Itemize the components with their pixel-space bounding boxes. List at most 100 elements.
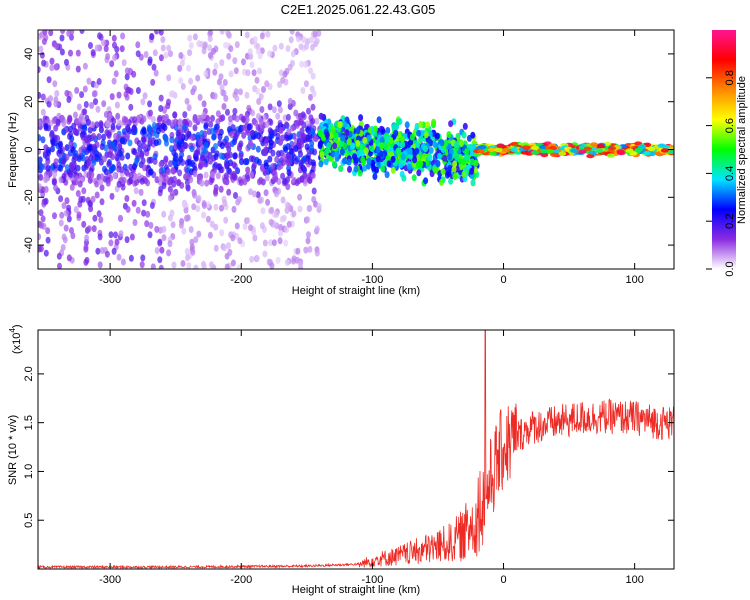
spectrogram-cell bbox=[411, 174, 417, 182]
spectrogram-cell bbox=[66, 30, 72, 37]
spectrogram-cell bbox=[245, 69, 251, 77]
spectrogram-cell bbox=[112, 172, 118, 180]
spectrogram-cell bbox=[201, 262, 207, 269]
spectrogram-cell bbox=[52, 80, 58, 88]
spectrogram-cell bbox=[77, 180, 83, 188]
spectrogram-cell bbox=[303, 60, 309, 68]
spectrogram-cell bbox=[94, 191, 100, 199]
spectrogram-cell bbox=[160, 44, 166, 52]
spectrogram-cell bbox=[57, 140, 63, 148]
spectrogram-cell bbox=[82, 125, 88, 133]
spectrogram-cell bbox=[42, 30, 48, 36]
spectrogram-cell bbox=[289, 124, 295, 132]
spectrogram-cell bbox=[431, 118, 437, 126]
spectrogram-cell bbox=[269, 262, 275, 269]
spectrogram-cell bbox=[558, 151, 567, 156]
spectrogram-cell bbox=[588, 150, 597, 155]
spectrogram-cell bbox=[138, 188, 144, 196]
spectrogram-cell bbox=[274, 210, 280, 218]
spectrogram-cell bbox=[60, 30, 66, 34]
spectrogram-cell bbox=[447, 153, 453, 161]
spectrogram-cell bbox=[374, 139, 380, 147]
spectrogram-cell bbox=[249, 255, 255, 263]
spectrogram-cell bbox=[81, 187, 87, 195]
spectrogram-cell bbox=[286, 220, 292, 228]
spectrogram-cell bbox=[192, 33, 198, 41]
spectrogram-cell bbox=[307, 204, 313, 212]
spectrogram-cell bbox=[375, 155, 381, 163]
spectrogram-cell bbox=[121, 59, 127, 67]
spectrogram-cell bbox=[61, 233, 67, 241]
spectrogram-cell bbox=[319, 151, 325, 159]
spectrogram-cell bbox=[267, 50, 273, 58]
spectrogram-cell bbox=[108, 231, 114, 239]
spectrogram-cell bbox=[219, 142, 225, 150]
spectrogram-cell bbox=[311, 187, 317, 195]
spectrogram-cell bbox=[46, 100, 52, 108]
spectrogram-cell bbox=[197, 163, 203, 170]
spectrogram-cell bbox=[166, 44, 172, 52]
spectrogram-cell bbox=[305, 120, 310, 128]
spectrogram-cell bbox=[301, 132, 307, 140]
spectrogram-cell bbox=[183, 118, 188, 126]
spectrogram-cell bbox=[256, 98, 262, 105]
spectrogram-cell bbox=[186, 104, 192, 112]
spectrogram-cell bbox=[262, 239, 268, 247]
spectrogram-cell bbox=[233, 132, 239, 140]
spectrogram-cell bbox=[48, 30, 54, 37]
spectrogram-cell bbox=[393, 129, 399, 137]
spectrogram-cell bbox=[300, 87, 306, 94]
spectrogram-cell bbox=[219, 30, 225, 35]
spectrogram-cell bbox=[49, 131, 55, 139]
spectrogram-cell bbox=[170, 90, 176, 98]
spectrogram-cell bbox=[461, 170, 467, 178]
spectrogram-cell bbox=[308, 93, 313, 101]
spectrogram-cell bbox=[49, 57, 55, 65]
spectrogram-cell bbox=[141, 136, 147, 144]
spectrogram-cell bbox=[54, 42, 60, 50]
spectrogram-cell bbox=[96, 133, 102, 141]
spectrogram-cell bbox=[218, 185, 224, 193]
spectrogram-cell bbox=[277, 237, 283, 245]
spectrogram-y-tick-label: 20 bbox=[23, 96, 35, 108]
spectrogram-cell bbox=[178, 77, 184, 85]
spectrogram-cell bbox=[213, 187, 219, 195]
spectrogram-cell bbox=[197, 93, 203, 101]
spectrogram-cell bbox=[186, 64, 191, 72]
spectrogram-cell bbox=[171, 261, 177, 269]
spectrogram-cell bbox=[469, 158, 475, 166]
spectrogram-cell bbox=[240, 115, 246, 123]
spectrogram-cell bbox=[420, 129, 425, 137]
spectrogram-cell bbox=[182, 201, 187, 209]
spectrogram-cell bbox=[421, 152, 427, 160]
spectrogram-cell bbox=[114, 149, 120, 156]
spectrogram-cell bbox=[109, 192, 115, 200]
spectrogram-cell bbox=[244, 91, 250, 99]
colorbar-tick-label: 0.4 bbox=[724, 166, 736, 181]
spectrogram-cell bbox=[386, 160, 392, 168]
spectrogram-cell bbox=[467, 143, 473, 151]
spectrogram-cell bbox=[264, 80, 270, 88]
spectrogram-cell bbox=[440, 168, 446, 176]
spectrogram-cell bbox=[356, 149, 362, 157]
spectrogram-cell bbox=[61, 202, 67, 210]
spectrogram-cell bbox=[418, 121, 424, 128]
spectrogram-cell bbox=[141, 127, 147, 135]
spectrogram-cell bbox=[215, 172, 221, 180]
spectrogram-cell bbox=[131, 70, 137, 78]
spectrogram-cell bbox=[176, 141, 182, 149]
spectrogram-cell bbox=[157, 114, 163, 122]
spectrogram-cell bbox=[53, 158, 59, 166]
spectrogram-cell bbox=[211, 133, 217, 141]
spectrogram-cell bbox=[99, 184, 105, 192]
spectrogram-cell bbox=[395, 118, 401, 126]
spectrogram-cell bbox=[231, 205, 237, 213]
spectrogram-cell bbox=[177, 169, 183, 177]
spectrogram-cell bbox=[212, 92, 218, 100]
snr-y-tick-label: 1.0 bbox=[23, 464, 35, 479]
spectrogram-cell bbox=[128, 254, 134, 262]
spectrogram-cell bbox=[228, 115, 233, 123]
spectrogram-cell bbox=[38, 233, 42, 241]
spectrogram-cell bbox=[52, 170, 58, 178]
